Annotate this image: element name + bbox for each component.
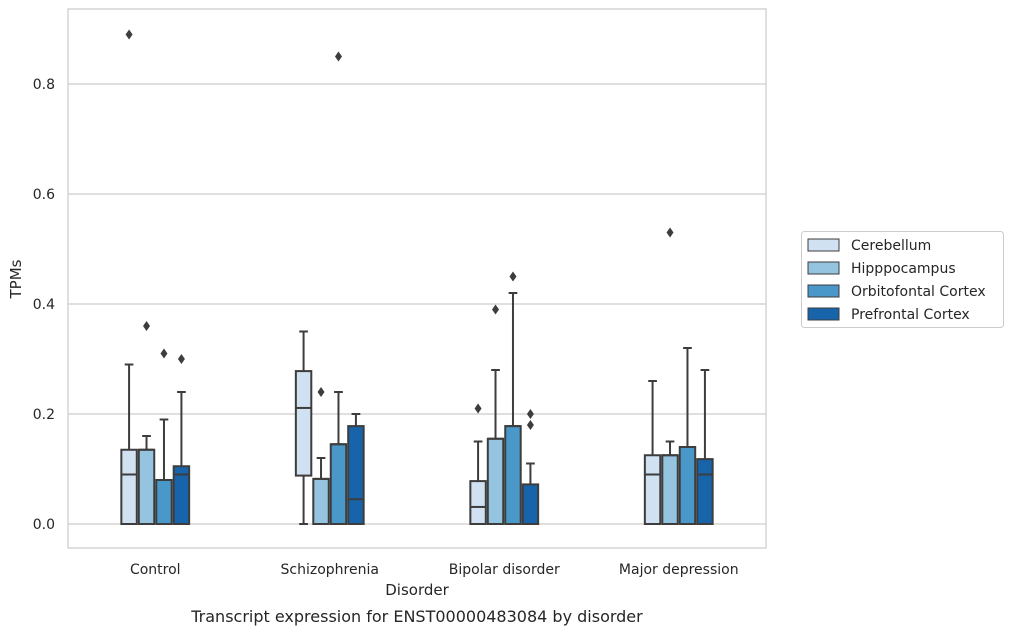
box-body (469, 480, 487, 526)
outlier-point (526, 409, 534, 419)
box-body (696, 458, 714, 526)
legend-swatch (807, 307, 840, 321)
outlier-point (474, 403, 482, 414)
box-cerebellum (120, 29, 138, 525)
box-hipppocampus (486, 304, 505, 525)
box-body (137, 448, 156, 525)
outlier-point (509, 271, 517, 282)
box-body (120, 448, 138, 525)
legend-items: Cerebellum Hipppocampus Orbitofontal Corte… (807, 238, 986, 323)
box-orbitofontal-cortex (155, 348, 173, 525)
box-body (661, 454, 679, 525)
x-tick-label: Control (130, 562, 181, 578)
outlier-point (526, 420, 534, 430)
y-tick-label: 0.2 (33, 407, 55, 423)
legend-label: Cerebellum (851, 238, 931, 254)
outlier-point (177, 354, 185, 364)
box-cerebellum (643, 380, 662, 525)
legend-label: Hipppocampus (851, 261, 956, 277)
x-tick-labels: Control Schizophrenia Bipolar disorder Majo… (130, 562, 739, 578)
x-tick-label: Schizophrenia (281, 562, 379, 578)
x-tick-label: Major depression (619, 562, 739, 578)
y-tick-label: 0.8 (33, 77, 55, 93)
y-axis-label: TPMs (7, 259, 25, 299)
legend-frame (801, 231, 1004, 328)
outlier-point (666, 227, 674, 238)
outlier-point (125, 29, 133, 40)
box-orbitofontal-cortex (504, 271, 522, 526)
outlier-point (317, 387, 325, 397)
box-prefrontal-cortex (521, 409, 540, 525)
chart-caption: Transcript expression for ENST0000048308… (190, 607, 643, 626)
y-tick-label: 0.6 (33, 187, 55, 203)
box-prefrontal-cortex (696, 369, 714, 526)
box-body (643, 454, 662, 525)
x-tick-label: Bipolar disorder (449, 562, 560, 578)
legend-swatch (807, 238, 840, 252)
boxes (120, 29, 714, 526)
box-body (347, 425, 365, 526)
box-body (678, 446, 697, 525)
legend-label: Prefrontal Cortex (851, 307, 970, 323)
y-tick-label: 0.4 (33, 297, 55, 313)
outlier-point (492, 304, 500, 315)
outlier-point (143, 321, 151, 331)
plot-frame (67, 8, 767, 549)
box-hipppocampus (661, 227, 679, 525)
y-tick-label: 0.0 (33, 517, 55, 533)
box-body (504, 425, 522, 526)
legend-label: Orbitofontal Cortex (851, 284, 986, 300)
box-body (172, 465, 191, 525)
box-hipppocampus (137, 321, 156, 525)
box-body (329, 443, 348, 525)
x-axis-label: Disorder (385, 581, 449, 599)
box-prefrontal-cortex (172, 354, 191, 525)
box-prefrontal-cortex (347, 413, 365, 526)
legend-swatch (807, 261, 840, 275)
box-cerebellum (469, 403, 487, 526)
legend[interactable]: Cerebellum Hipppocampus Orbitofontal Corte… (801, 231, 1004, 328)
legend-swatch (807, 284, 840, 298)
box-orbitofontal-cortex (329, 51, 348, 525)
box-orbitofontal-cortex (678, 347, 697, 525)
box-cerebellum (294, 330, 313, 525)
box-body (521, 483, 540, 525)
box-hipppocampus (312, 387, 330, 525)
box-body (486, 437, 505, 525)
box-body (312, 477, 330, 525)
outlier-point (160, 348, 168, 359)
box-body (155, 479, 173, 525)
box-body (294, 370, 313, 477)
y-tick-labels: 0.0 0.2 0.4 0.6 0.8 (33, 77, 55, 533)
outlier-point (334, 51, 342, 62)
